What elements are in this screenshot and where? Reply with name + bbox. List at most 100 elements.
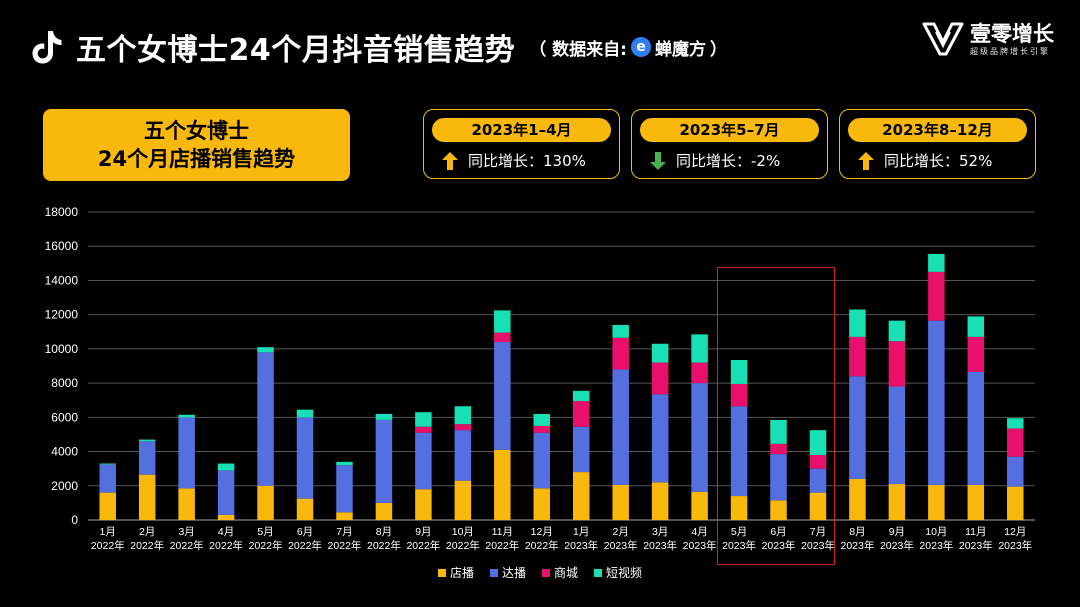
- bar-segment: [967, 484, 985, 520]
- x-tick-year: 2022年: [525, 539, 559, 552]
- bar-segment: [533, 413, 551, 426]
- x-tick-month: 11月: [492, 526, 513, 538]
- source-suffix: ）: [709, 39, 727, 60]
- brand-name: 壹零增长: [970, 22, 1054, 46]
- y-tick-label: 6000: [51, 410, 78, 424]
- bar-segment: [257, 485, 274, 520]
- period-stat: 同比增长：130%: [442, 150, 586, 171]
- bar-segment: [1007, 456, 1024, 487]
- bar-segment: [257, 347, 274, 353]
- bar-segment: [928, 271, 945, 321]
- x-tick-year: 2022年: [328, 539, 362, 552]
- brand-mark-icon: [922, 22, 964, 56]
- bar-segment: [572, 390, 590, 402]
- x-tick-year: 2023年: [841, 539, 875, 552]
- bar-segment: [296, 409, 314, 418]
- bar-segment: [415, 426, 432, 433]
- y-tick-label: 12000: [45, 308, 79, 322]
- y-tick-label: 14000: [45, 273, 79, 287]
- x-tick-month: 1月: [573, 526, 589, 538]
- bar-segment: [494, 310, 511, 333]
- bar-segment: [730, 360, 748, 384]
- x-tick-year: 2022年: [485, 539, 519, 552]
- highlight-box: [717, 267, 835, 565]
- bar-segment: [494, 449, 511, 520]
- x-tick-year: 2023年: [683, 539, 717, 552]
- legend-swatch: [489, 568, 498, 577]
- bar-segment: [612, 324, 629, 338]
- bar-segment: [533, 488, 551, 520]
- bar-segment: [336, 512, 353, 520]
- x-tick-year: 2022年: [446, 539, 480, 552]
- source-prefix: （ 数据来自:: [529, 39, 627, 60]
- bar-segment: [99, 463, 116, 465]
- source-name: 蝉魔方: [654, 39, 706, 60]
- bar-segment: [533, 432, 551, 489]
- x-tick-month: 4月: [218, 526, 234, 538]
- bar-segment: [494, 332, 511, 343]
- bar-segment: [454, 406, 472, 425]
- bar-segment: [1007, 486, 1024, 520]
- bar-segment: [217, 514, 235, 520]
- bar-segment: [809, 468, 827, 493]
- legend-item: 达播: [489, 564, 526, 581]
- bar-segment: [928, 253, 945, 272]
- x-tick-month: 10月: [925, 526, 947, 538]
- x-tick-year: 2022年: [170, 539, 204, 552]
- legend-swatch: [437, 568, 446, 577]
- bar-segment: [888, 386, 906, 485]
- x-tick-year: 2022年: [130, 539, 164, 552]
- y-tick-label: 8000: [51, 376, 78, 390]
- source-logo: e 蝉魔方: [630, 35, 706, 60]
- x-tick-month: 5月: [257, 526, 273, 538]
- x-tick-month: 12月: [531, 526, 553, 538]
- bar-segment: [138, 441, 156, 475]
- bar-segment: [691, 383, 708, 492]
- x-tick-month: 7月: [810, 526, 826, 538]
- bar-segment: [138, 439, 156, 442]
- x-tick-month: 8月: [376, 526, 392, 538]
- legend-label: 商城: [554, 566, 579, 580]
- bar-segment: [375, 413, 393, 420]
- bar-segment: [651, 362, 669, 395]
- bar-segment: [770, 500, 787, 520]
- bar-segment: [336, 465, 353, 513]
- legend-item: 店播: [437, 564, 474, 581]
- bar-segment: [178, 414, 195, 418]
- bar-segment: [572, 472, 590, 520]
- sales-chart: 0 2000 4000 6000 8000 10000 12000 14000 16000 180…: [45, 205, 1035, 552]
- chanmofang-logo-icon: e: [630, 37, 651, 57]
- headline-line1: 五个女博士: [144, 119, 249, 143]
- bar-segment: [296, 498, 314, 520]
- bar-segment: [888, 341, 906, 387]
- bar-segment: [809, 454, 827, 469]
- legend-item: 短视频: [594, 564, 642, 581]
- headline-box: 五个女博士 24个月店播销售趋势: [43, 109, 350, 181]
- bar-segment: [809, 492, 827, 520]
- bar-segment: [730, 406, 748, 497]
- period-card-1: 2023年1–4月 同比增长：130%: [423, 109, 620, 179]
- data-source: （ 数据来自: e 蝉魔方 ）: [529, 35, 727, 60]
- bar-segment: [651, 394, 669, 483]
- bar-segment: [217, 463, 235, 471]
- x-tick-month: 2月: [613, 526, 629, 538]
- bar-segment: [572, 401, 590, 427]
- bar-segment: [494, 342, 511, 450]
- x-tick-month: 9月: [889, 526, 905, 538]
- x-tick-year: 2023年: [998, 539, 1032, 552]
- bar-segment: [612, 484, 629, 520]
- bar-segment: [454, 430, 472, 481]
- x-tick-year: 2022年: [406, 539, 440, 552]
- bar-segment: [296, 417, 314, 499]
- y-tick-label: 16000: [45, 239, 79, 253]
- bar-segment: [651, 482, 669, 520]
- bar-segment: [770, 419, 787, 444]
- bar-segment: [928, 484, 945, 520]
- legend-label: 达播: [501, 566, 526, 580]
- bar-segment: [691, 334, 708, 363]
- bar-segment: [770, 454, 787, 501]
- bar-segment: [99, 492, 116, 520]
- arrow-up-icon: [442, 151, 458, 170]
- bar-segment: [336, 461, 353, 466]
- x-tick-month: 2月: [139, 526, 155, 538]
